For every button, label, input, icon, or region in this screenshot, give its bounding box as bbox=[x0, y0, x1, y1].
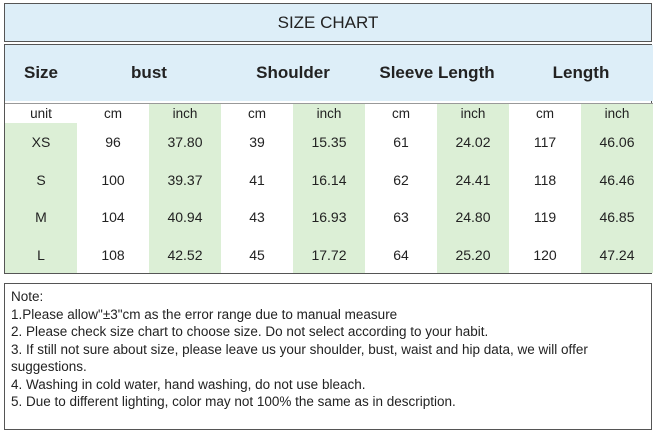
size-value: 46.06 bbox=[581, 123, 653, 161]
size-value: 37.80 bbox=[149, 123, 221, 161]
size-label: XS bbox=[5, 123, 77, 161]
unit-cell: cm bbox=[365, 103, 437, 123]
unit-cell: inch bbox=[437, 103, 509, 123]
note-item: 4. Washing in cold water, hand washing, … bbox=[11, 376, 366, 392]
size-value: 108 bbox=[77, 236, 149, 273]
size-value: 61 bbox=[365, 123, 437, 161]
note-item: 2. Please check size chart to choose siz… bbox=[11, 324, 489, 339]
size-value: 24.02 bbox=[437, 123, 509, 161]
title: SIZE CHART bbox=[4, 3, 652, 42]
unit-cell: inch bbox=[293, 103, 365, 123]
size-value: 96 bbox=[77, 123, 149, 161]
note-item: 1.Please allow"±3"cm as the error range … bbox=[11, 306, 398, 322]
size-value: 39.37 bbox=[149, 161, 221, 198]
size-value: 40.94 bbox=[149, 198, 221, 236]
size-value: 25.20 bbox=[437, 236, 509, 273]
size-value: 42.52 bbox=[149, 236, 221, 273]
unit-cell: cm bbox=[77, 103, 149, 123]
size-label: S bbox=[5, 161, 77, 198]
size-value: 119 bbox=[509, 198, 581, 236]
size-value: 16.93 bbox=[293, 198, 365, 236]
unit-cell: cm bbox=[221, 103, 293, 123]
size-value: 43 bbox=[221, 198, 293, 236]
size-value: 118 bbox=[509, 161, 581, 198]
size-value: 46.85 bbox=[581, 198, 653, 236]
column-header: Size bbox=[5, 45, 77, 101]
column-header: bust bbox=[77, 45, 221, 101]
size-value: 104 bbox=[77, 198, 149, 236]
column-header: Length bbox=[509, 45, 653, 101]
size-value: 47.24 bbox=[581, 236, 653, 273]
note-item: 5. Due to different lighting, color may … bbox=[11, 394, 456, 409]
size-value: 117 bbox=[509, 123, 581, 161]
size-value: 45 bbox=[221, 236, 293, 273]
size-value: 100 bbox=[77, 161, 149, 198]
unit-cell: inch bbox=[581, 103, 653, 123]
size-value: 39 bbox=[221, 123, 293, 161]
size-value: 41 bbox=[221, 161, 293, 198]
size-value: 120 bbox=[509, 236, 581, 273]
size-value: 24.41 bbox=[437, 161, 509, 198]
size-table: Size bust Shoulder Sleeve Length Length unit c… bbox=[4, 44, 653, 274]
note-item: 3. If still not sure about size, please … bbox=[11, 341, 588, 375]
column-header: Shoulder bbox=[221, 45, 365, 101]
column-header: Sleeve Length bbox=[365, 45, 509, 101]
notes: Note: 1.Please allow"±3"cm as the error … bbox=[4, 283, 652, 430]
size-label: M bbox=[5, 198, 77, 236]
size-value: 64 bbox=[365, 236, 437, 273]
size-value: 24.80 bbox=[437, 198, 509, 236]
size-label: L bbox=[5, 236, 77, 273]
size-value: 46.46 bbox=[581, 161, 653, 198]
unit-cell: cm bbox=[509, 103, 581, 123]
unit-cell: unit bbox=[5, 103, 77, 123]
notes-heading: Note: bbox=[11, 289, 44, 304]
size-value: 15.35 bbox=[293, 123, 365, 161]
size-value: 62 bbox=[365, 161, 437, 198]
unit-cell: inch bbox=[149, 103, 221, 123]
size-value: 63 bbox=[365, 198, 437, 236]
size-value: 16.14 bbox=[293, 161, 365, 198]
size-value: 17.72 bbox=[293, 236, 365, 273]
